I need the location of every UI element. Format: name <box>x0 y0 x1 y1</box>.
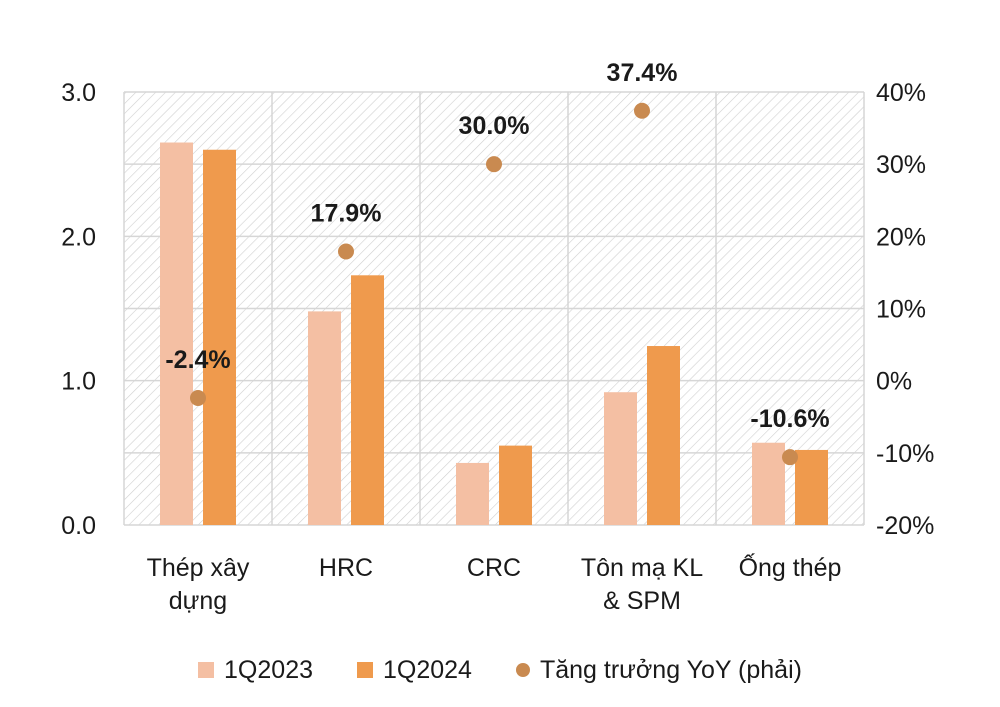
category-label-4-line-0: Ống thép <box>739 552 842 582</box>
category-label-1-line-0: HRC <box>319 554 373 582</box>
yoy-point-0 <box>190 389 206 406</box>
left-axis: 0.0 1.0 2.0 3.0 <box>61 79 96 540</box>
right-tick-2: 0% <box>876 368 912 396</box>
bars <box>160 142 828 525</box>
category-label-0-line-1: dựng <box>169 587 227 615</box>
legend: 1Q2023 1Q2024 Tăng trưởng YoY (phải) <box>0 650 1000 690</box>
legend-label-yoy: Tăng trưởng YoY (phải) <box>539 655 802 684</box>
data-labels: -2.4% 17.9% 30.0% 37.4% -10.6% <box>165 59 829 433</box>
legend-item-yoy: Tăng trưởng YoY (phải) <box>515 655 802 685</box>
bar-1q2023-0 <box>160 142 193 525</box>
gridlines <box>123 91 865 526</box>
legend-swatch-yoy <box>515 663 530 677</box>
data-label-1: 17.9% <box>311 199 382 227</box>
legend-item-1q2023: 1Q2023 <box>198 656 313 685</box>
data-label-4: -10.6% <box>750 405 829 433</box>
category-label-2: CRC <box>467 554 521 582</box>
category-label-4: Ống thép <box>739 552 842 582</box>
bar-1q2024-1 <box>351 275 384 525</box>
yoy-points <box>190 102 798 466</box>
data-label-2: 30.0% <box>459 112 530 140</box>
data-label-0: -2.4% <box>165 346 230 374</box>
yoy-point-3 <box>634 102 650 119</box>
category-label-0: Thép xây dựng <box>147 554 250 615</box>
left-tick-0: 0.0 <box>61 512 96 540</box>
category-label-2-line-0: CRC <box>467 554 521 582</box>
right-axis: -20% -10% 0% 10% 20% 30% 40% <box>876 79 934 540</box>
left-tick-1: 1.0 <box>61 368 96 396</box>
bar-1q2024-2 <box>499 445 532 525</box>
legend-label-1q2023: 1Q2023 <box>224 655 313 684</box>
legend-swatch-1q2023 <box>198 662 215 678</box>
category-label-3: Tôn mạ KL & SPM <box>581 554 703 615</box>
right-tick-6: 40% <box>876 79 926 107</box>
category-label-1: HRC <box>319 554 373 582</box>
legend-item-1q2024: 1Q2024 <box>357 656 472 685</box>
bar-1q2024-4 <box>795 449 828 525</box>
right-tick-0: -20% <box>876 512 934 540</box>
bar-1q2023-3 <box>604 392 637 525</box>
data-label-3: 37.4% <box>607 59 678 87</box>
left-tick-2: 2.0 <box>61 223 96 251</box>
category-label-3-line-0: Tôn mạ KL <box>581 554 703 582</box>
category-label-3-line-1: & SPM <box>603 587 681 615</box>
category-axis: Thép xây dựng HRC CRC Tôn mạ KL & SPM Ống thép <box>147 552 842 615</box>
right-tick-5: 30% <box>876 151 926 179</box>
bar-1q2023-1 <box>308 311 341 525</box>
category-label-0-line-0: Thép xây <box>147 554 250 582</box>
legend-swatch-1q2024 <box>357 662 373 678</box>
yoy-point-1 <box>338 243 354 260</box>
bar-1q2024-0 <box>203 149 236 525</box>
right-tick-4: 20% <box>876 223 926 251</box>
bar-1q2023-4 <box>752 442 785 525</box>
legend-label-1q2024: 1Q2024 <box>383 655 472 684</box>
bar-1q2023-2 <box>456 462 489 525</box>
right-tick-3: 10% <box>876 296 926 324</box>
yoy-point-2 <box>486 156 502 173</box>
yoy-point-4 <box>782 449 798 466</box>
bar-1q2024-3 <box>647 346 680 525</box>
right-tick-1: -10% <box>876 440 934 468</box>
left-tick-3: 3.0 <box>61 79 96 107</box>
